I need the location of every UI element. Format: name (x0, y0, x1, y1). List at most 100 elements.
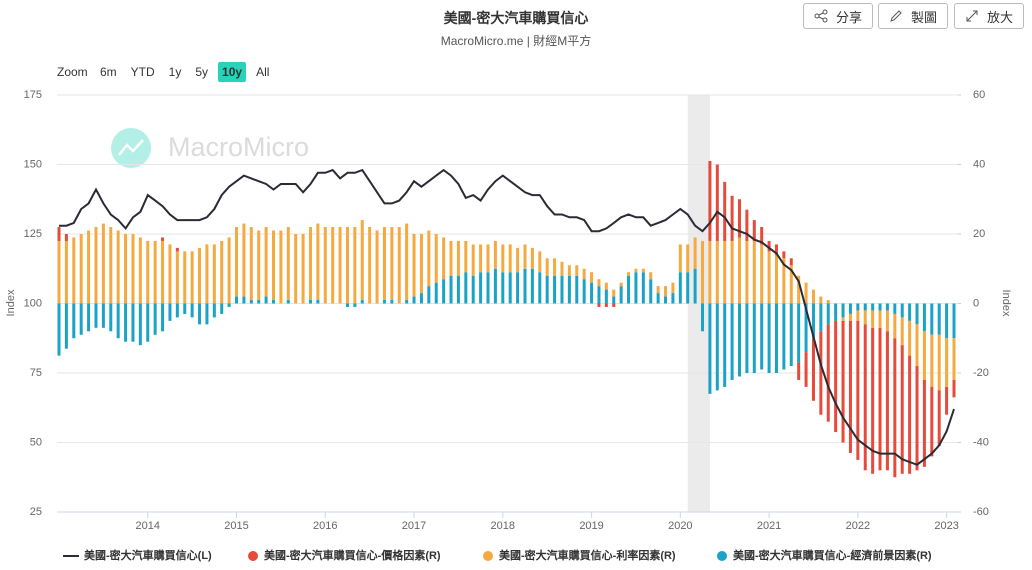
bar (908, 355, 912, 474)
bar (930, 334, 934, 387)
bar (212, 244, 216, 304)
bar (937, 303, 941, 335)
share-icon (814, 9, 828, 23)
bar (893, 303, 897, 314)
bar (848, 303, 852, 314)
bar (826, 303, 830, 325)
bar (863, 303, 867, 311)
bar (612, 296, 616, 304)
bar (871, 303, 875, 311)
bar (922, 303, 926, 332)
bar (767, 240, 771, 252)
watermark-logo (111, 128, 151, 168)
bar (686, 244, 690, 273)
title: 美國-密大汽車購買信心 (443, 10, 589, 26)
zoom-option[interactable]: All (256, 65, 270, 79)
bar (479, 244, 483, 273)
zoom-option[interactable]: 5y (195, 65, 209, 79)
bar (871, 327, 875, 474)
bar (567, 265, 571, 276)
bar (175, 303, 179, 318)
bar (153, 303, 157, 335)
zoom-option[interactable]: YTD (130, 65, 155, 79)
bar (723, 240, 727, 304)
watermark: MacroMicro (111, 128, 309, 168)
x-tick-label: 2019 (579, 520, 603, 532)
bar (893, 338, 897, 478)
legend-label: 美國-密大汽車購買信心-利率因素(R) (499, 548, 676, 562)
bar (922, 379, 926, 467)
zoom-option[interactable]: 10y (218, 62, 247, 82)
bar (183, 251, 187, 304)
bar (538, 251, 542, 273)
y2-tick-label: 0 (973, 297, 979, 309)
legend-dot (248, 551, 258, 561)
bar (730, 303, 734, 380)
subtitle: MacroMicro.me | 財經M平方 (440, 34, 592, 48)
bar (538, 272, 542, 304)
bar (856, 303, 860, 311)
zoom-option[interactable]: 6m (100, 65, 117, 79)
bar (774, 254, 778, 304)
bar (590, 272, 594, 283)
bar (530, 247, 534, 269)
bar (205, 244, 209, 304)
bar (242, 296, 246, 304)
line (59, 168, 955, 466)
bar (952, 379, 956, 398)
bar (752, 303, 756, 373)
bar (701, 303, 705, 332)
bar (183, 303, 187, 314)
bar (294, 234, 298, 304)
bar (138, 303, 142, 346)
bar (257, 300, 261, 304)
bar (323, 227, 327, 304)
bar (427, 230, 431, 287)
bar (641, 272, 645, 304)
bar (774, 244, 778, 255)
bar (737, 199, 741, 238)
bar (590, 282, 594, 304)
bar (168, 303, 172, 321)
share-button[interactable]: 分享 (803, 3, 873, 29)
bar (804, 352, 808, 387)
bar (493, 268, 497, 304)
bar (752, 240, 756, 304)
zoom-option[interactable]: 1y (168, 65, 182, 79)
bar (235, 296, 239, 304)
y2-tick-label: 60 (973, 89, 985, 101)
bar (671, 282, 675, 294)
bar (797, 362, 801, 380)
bar (612, 303, 616, 307)
bar (286, 227, 290, 301)
draw-button[interactable]: 製圖 (878, 3, 948, 29)
bar (597, 279, 601, 287)
bar (72, 303, 76, 339)
y-tick-label: 50 (30, 436, 42, 448)
bar (819, 331, 823, 415)
bar (878, 327, 882, 471)
bar (345, 303, 349, 307)
bar (64, 303, 68, 349)
bar (885, 310, 889, 332)
x-tick-label: 2022 (846, 520, 870, 532)
bar (198, 303, 202, 325)
expand-button[interactable]: 放大 (954, 3, 1024, 29)
bar (612, 289, 616, 297)
bar (767, 251, 771, 304)
bar (301, 234, 305, 304)
bar (737, 237, 741, 304)
bar (811, 338, 815, 401)
bar (664, 286, 668, 297)
bar (79, 234, 83, 304)
y2-tick-label: 40 (973, 158, 985, 170)
bar (693, 268, 697, 304)
bar (138, 237, 142, 304)
bar (405, 300, 409, 304)
legend: 美國-密大汽車購買信心(L) 美國-密大汽車購買信心-價格因素(R) 美國-密大汽車… (63, 548, 932, 562)
expand-icon (966, 10, 978, 22)
bar (368, 227, 372, 304)
y-axis-label: Index (5, 289, 17, 316)
bar (900, 303, 904, 318)
